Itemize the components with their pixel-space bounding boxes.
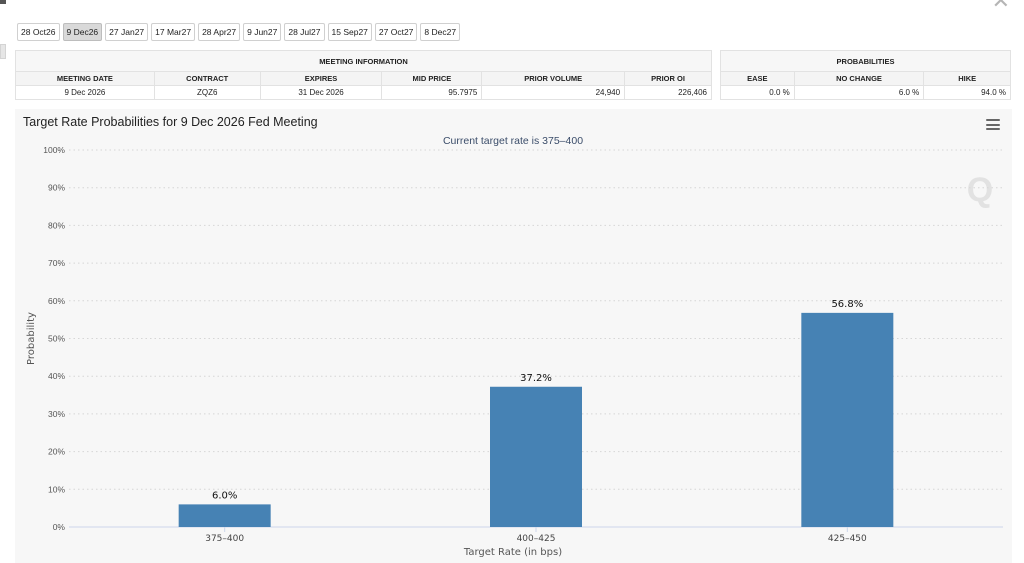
y-tick-label: 90% [48, 183, 65, 193]
cell-no-change: 6.0 % [793, 85, 925, 100]
side-handle[interactable] [0, 44, 6, 59]
meeting-tab[interactable]: 27 Jan27 [105, 23, 149, 41]
header-prior-volume: PRIOR VOLUME [481, 71, 626, 86]
header-hike: HIKE [923, 71, 1011, 86]
meeting-tab[interactable]: 8 Dec27 [420, 23, 461, 41]
cell-mid-price: 95.7975 [381, 85, 483, 100]
y-tick-label: 20% [48, 447, 65, 457]
cell-expires: 31 Dec 2026 [259, 85, 383, 100]
meeting-info-table: MEETING INFORMATION MEETING DATE CONTRAC… [15, 50, 712, 100]
corner-mark [0, 0, 6, 4]
y-tick-label: 10% [48, 484, 65, 494]
meeting-tab[interactable]: 9 Dec26 [62, 23, 103, 41]
meeting-tab[interactable]: 28 Jul27 [284, 23, 325, 41]
y-tick-label: 0% [53, 522, 66, 532]
cell-meeting-date: 9 Dec 2026 [15, 85, 155, 100]
y-tick-label: 60% [48, 296, 65, 306]
meeting-tab[interactable]: 27 Oct27 [374, 23, 418, 41]
header-mid-price: MID PRICE [381, 71, 483, 86]
close-icon[interactable]: ✕ [991, 0, 1010, 14]
chart-title: Target Rate Probabilities for 9 Dec 2026… [23, 115, 318, 129]
x-tick-label: 425–450 [828, 534, 867, 544]
y-tick-label: 30% [48, 409, 65, 419]
x-axis-title: Target Rate (in bps) [463, 547, 562, 558]
meeting-info-title: MEETING INFORMATION [15, 50, 712, 72]
y-tick-label: 40% [48, 371, 65, 381]
meeting-tab[interactable]: 28 Oct26 [17, 23, 60, 41]
probabilities-table: PROBABILITIES EASE NO CHANGE HIKE 0.0 % … [720, 50, 1011, 100]
cell-ease: 0.0 % [720, 85, 795, 100]
y-tick-label: 100% [43, 145, 65, 155]
y-tick-label: 80% [48, 220, 65, 230]
bar-chart: Q 0% 10% 20% 30% 40% 50% 60% 70% 80% 90% 100% Curren… [26, 135, 1003, 558]
y-axis-title: Probability [26, 312, 37, 365]
header-contract: CONTRACT [153, 71, 261, 86]
chart-panel: Target Rate Probabilities for 9 Dec 2026… [15, 109, 1012, 563]
meeting-tab[interactable]: 28 Apr27 [198, 23, 241, 41]
bar [801, 312, 894, 527]
cell-contract: ZQZ6 [153, 85, 261, 100]
cell-prior-oi: 226,406 [624, 85, 712, 100]
header-meeting-date: MEETING DATE [15, 71, 155, 86]
cell-prior-volume: 24,940 [481, 85, 626, 100]
y-tick-label: 50% [48, 334, 65, 344]
chart-subtitle: Current target rate is 375–400 [443, 135, 583, 147]
chart-menu-icon[interactable] [986, 119, 1000, 130]
header-expires: EXPIRES [259, 71, 383, 86]
y-tick-label: 70% [48, 258, 65, 268]
watermark-logo: Q [967, 171, 993, 209]
data-label: 56.8% [831, 299, 863, 310]
x-tick-label: 375–400 [205, 534, 244, 544]
data-label: 37.2% [520, 373, 552, 384]
meeting-tab[interactable]: 15 Sep27 [327, 23, 372, 41]
meeting-tab[interactable]: 9 Jun27 [243, 23, 282, 41]
data-label: 6.0% [212, 490, 237, 501]
header-ease: EASE [720, 71, 795, 86]
probabilities-title: PROBABILITIES [720, 50, 1011, 72]
meeting-tab[interactable]: 17 Mar27 [151, 23, 196, 41]
meeting-tabs: 28 Oct26 9 Dec26 27 Jan27 17 Mar27 28 Apr27 9… [17, 23, 461, 41]
header-no-change: NO CHANGE [793, 71, 925, 86]
bar [490, 386, 582, 527]
cell-hike: 94.0 % [923, 85, 1011, 100]
header-prior-oi: PRIOR OI [624, 71, 712, 86]
x-tick-label: 400–425 [517, 534, 556, 544]
bar [178, 504, 271, 527]
